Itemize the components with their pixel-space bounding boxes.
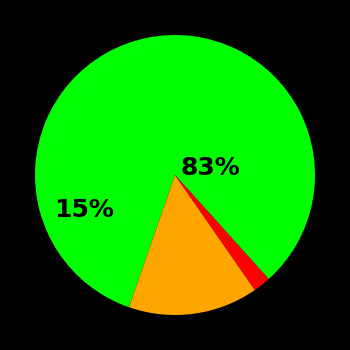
Wedge shape [35, 35, 315, 307]
Text: 15%: 15% [54, 198, 114, 222]
Wedge shape [175, 175, 269, 290]
Text: 83%: 83% [180, 156, 240, 180]
Wedge shape [129, 175, 255, 315]
